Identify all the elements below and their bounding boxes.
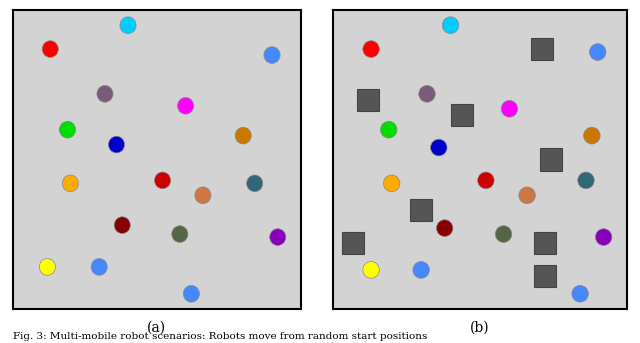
Circle shape bbox=[495, 226, 512, 243]
Bar bbox=[534, 265, 556, 287]
Circle shape bbox=[97, 85, 113, 102]
Circle shape bbox=[172, 226, 188, 243]
Circle shape bbox=[419, 85, 435, 102]
Circle shape bbox=[246, 175, 263, 192]
Circle shape bbox=[120, 17, 136, 34]
Circle shape bbox=[62, 175, 79, 192]
Circle shape bbox=[235, 127, 252, 144]
Circle shape bbox=[501, 100, 518, 117]
Circle shape bbox=[584, 127, 600, 144]
Circle shape bbox=[183, 285, 200, 302]
Circle shape bbox=[381, 121, 397, 138]
Circle shape bbox=[39, 259, 56, 275]
Bar bbox=[531, 38, 553, 60]
Circle shape bbox=[519, 187, 535, 204]
Bar bbox=[534, 232, 556, 254]
Circle shape bbox=[91, 259, 108, 275]
Circle shape bbox=[154, 172, 171, 189]
Circle shape bbox=[595, 229, 612, 246]
Circle shape bbox=[431, 139, 447, 156]
Text: (b): (b) bbox=[470, 321, 490, 334]
Bar bbox=[342, 232, 364, 254]
Circle shape bbox=[114, 217, 131, 234]
Circle shape bbox=[269, 229, 286, 246]
Circle shape bbox=[436, 220, 453, 236]
Bar bbox=[410, 199, 432, 222]
Circle shape bbox=[60, 121, 76, 138]
Circle shape bbox=[589, 44, 606, 60]
Circle shape bbox=[195, 187, 211, 204]
Bar bbox=[540, 148, 562, 171]
Circle shape bbox=[383, 175, 400, 192]
Circle shape bbox=[413, 262, 429, 278]
Circle shape bbox=[363, 262, 380, 278]
Circle shape bbox=[477, 172, 494, 189]
Text: (a): (a) bbox=[147, 321, 166, 334]
Circle shape bbox=[363, 41, 380, 57]
Circle shape bbox=[42, 41, 58, 57]
Circle shape bbox=[578, 172, 594, 189]
Circle shape bbox=[264, 47, 280, 63]
Text: Fig. 3: Multi-mobile robot scenarios: Robots move from random start positions: Fig. 3: Multi-mobile robot scenarios: Ro… bbox=[13, 332, 427, 341]
Bar bbox=[451, 104, 474, 126]
Circle shape bbox=[177, 97, 194, 114]
Circle shape bbox=[572, 285, 588, 302]
Circle shape bbox=[108, 136, 125, 153]
Bar bbox=[357, 88, 379, 111]
Circle shape bbox=[442, 17, 459, 34]
